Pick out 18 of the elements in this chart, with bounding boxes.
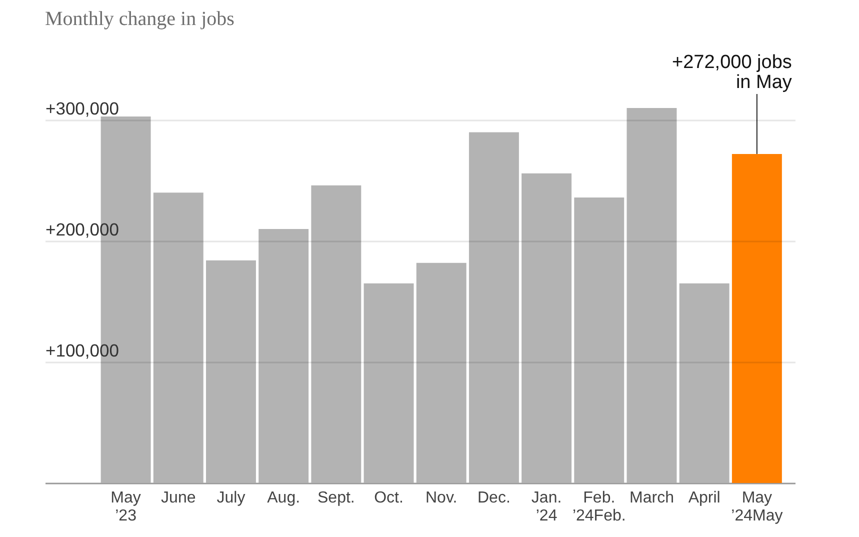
x-tick-label: Aug. <box>267 490 300 506</box>
x-tick-label: May ’23 <box>110 490 141 524</box>
chart-title: Monthly change in jobs <box>45 8 235 30</box>
x-tick-label: June <box>161 490 196 506</box>
x-tick-label: May ’24May <box>731 490 783 524</box>
y-tick-label: +200,000 <box>46 220 120 240</box>
annotation: +272,000 jobs in May <box>672 52 792 93</box>
x-tick-label: April <box>688 490 720 506</box>
x-tick-label: Nov. <box>426 490 458 506</box>
x-tick-label: July <box>216 490 246 506</box>
x-tick-label: Jan. ’24 <box>531 490 562 524</box>
x-tick-label: Feb. ’24Feb. <box>572 490 626 524</box>
y-tick-label: +100,000 <box>46 340 120 361</box>
x-tick-label: Oct. <box>374 490 404 506</box>
x-tick-label: Dec. <box>478 490 510 506</box>
x-tick-label: Sept. <box>317 490 355 506</box>
x-tick-label: March <box>630 490 674 506</box>
y-tick-label: +300,000 <box>46 98 120 119</box>
